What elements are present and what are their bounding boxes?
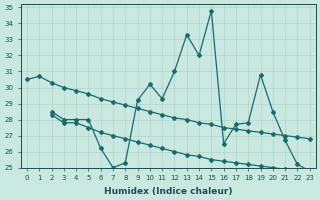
X-axis label: Humidex (Indice chaleur): Humidex (Indice chaleur) [104, 187, 233, 196]
